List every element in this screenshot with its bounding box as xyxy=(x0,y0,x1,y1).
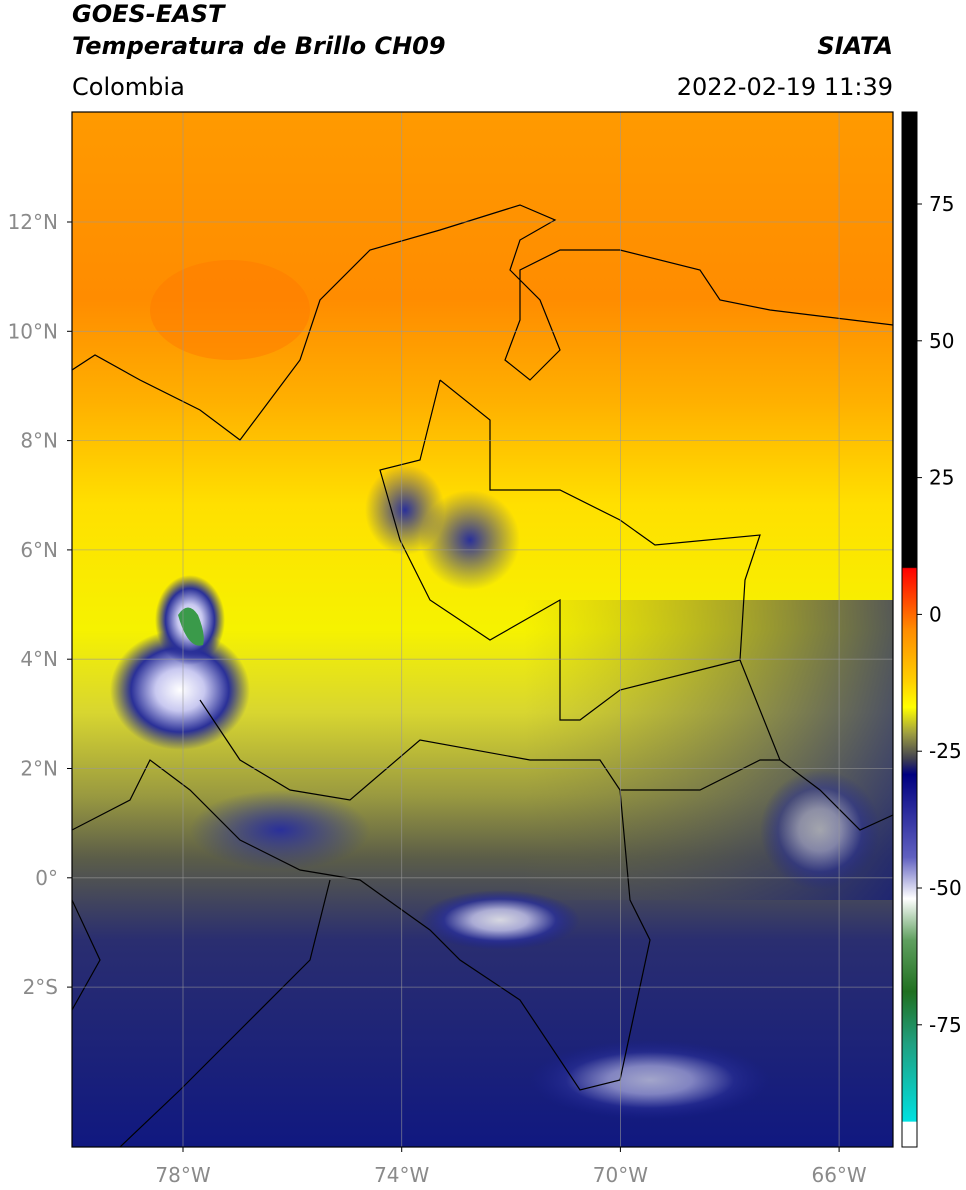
lat-label: 0° xyxy=(35,866,58,890)
lat-label: 2°N xyxy=(20,757,58,781)
colorbar xyxy=(901,111,918,1148)
lon-label: 66°W xyxy=(811,1163,866,1187)
colorbar-label: -50 xyxy=(929,876,962,900)
datetime: 2022-02-19 11:39 xyxy=(677,73,893,101)
lon-label: 74°W xyxy=(374,1163,429,1187)
lat-label: 8°N xyxy=(20,429,58,453)
lat-label: 12°N xyxy=(8,210,58,234)
satellite-image xyxy=(72,112,893,1147)
source: SIATA xyxy=(817,32,893,60)
lat-label: 10°N xyxy=(8,319,58,343)
lat-label: 6°N xyxy=(20,538,58,562)
colorbar-label: -75 xyxy=(929,1013,962,1037)
colorbar-label: -25 xyxy=(929,739,962,763)
colorbar-label: 25 xyxy=(929,466,954,490)
region: Colombia xyxy=(72,73,185,101)
map-frame xyxy=(71,111,894,1148)
lat-label: 2°S xyxy=(23,975,58,999)
colorbar-label: 0 xyxy=(929,602,942,626)
title: GOES-EAST xyxy=(72,0,226,28)
colorbar-label: 50 xyxy=(929,329,954,353)
title: Temperatura de Brillo CH09 xyxy=(72,32,446,60)
lat-label: 4°N xyxy=(20,647,58,671)
graticule xyxy=(72,112,893,1147)
lon-label: 70°W xyxy=(593,1163,648,1187)
lon-label: 78°W xyxy=(155,1163,210,1187)
colorbar-label: 75 xyxy=(929,192,954,216)
